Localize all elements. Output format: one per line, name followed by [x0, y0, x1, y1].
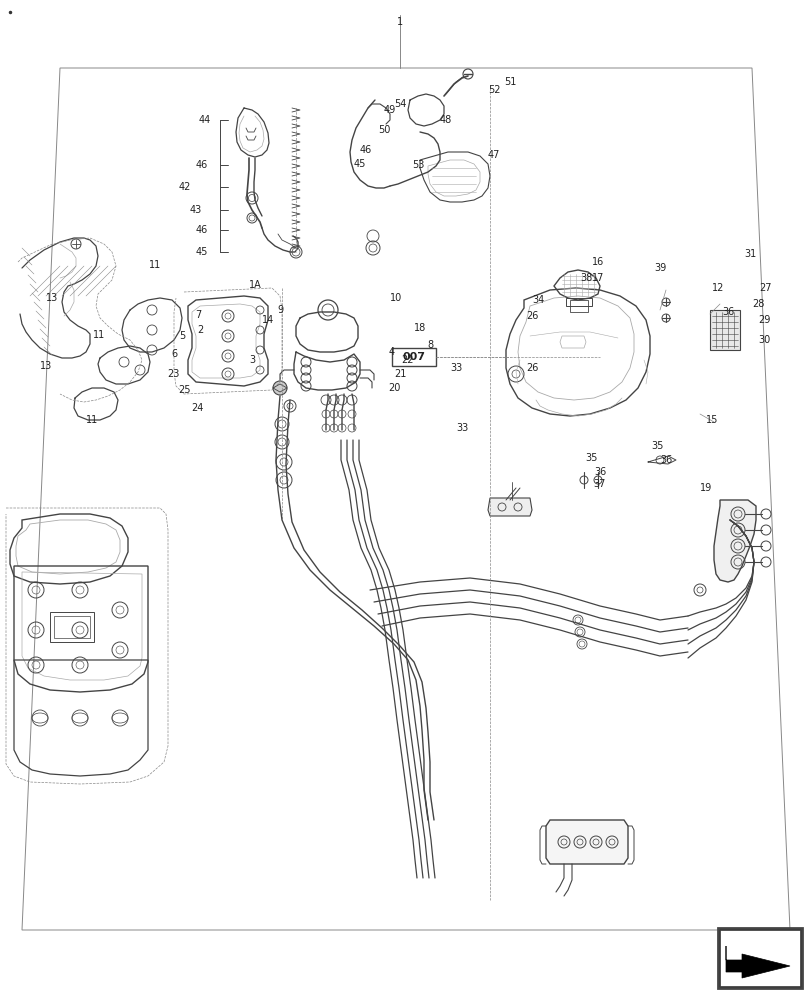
Text: 25: 25 — [178, 385, 191, 395]
Text: 9: 9 — [277, 305, 283, 315]
Text: 17: 17 — [591, 273, 603, 283]
Text: 3: 3 — [249, 355, 255, 365]
Text: 44: 44 — [199, 115, 211, 125]
Text: 48: 48 — [440, 115, 452, 125]
Bar — [50, 612, 94, 642]
Text: 46: 46 — [195, 225, 208, 235]
Text: 14: 14 — [262, 315, 274, 325]
Text: 007: 007 — [402, 352, 425, 362]
Text: 52: 52 — [487, 85, 500, 95]
Text: 38: 38 — [579, 273, 591, 283]
Text: 39: 39 — [653, 263, 665, 273]
Polygon shape — [725, 946, 789, 978]
Text: 26: 26 — [526, 363, 538, 373]
Text: 5: 5 — [178, 331, 185, 341]
Text: 50: 50 — [377, 125, 390, 135]
Text: 34: 34 — [531, 295, 543, 305]
Text: 51: 51 — [503, 77, 516, 87]
Text: 18: 18 — [414, 323, 426, 333]
Bar — [565, 298, 591, 306]
Text: 36: 36 — [721, 307, 733, 317]
Text: 49: 49 — [384, 105, 396, 115]
Text: 6: 6 — [171, 349, 177, 359]
Text: 53: 53 — [411, 160, 423, 170]
Text: 13: 13 — [40, 361, 52, 371]
Text: 22: 22 — [401, 355, 414, 365]
Text: 43: 43 — [190, 205, 202, 215]
Text: 27: 27 — [759, 283, 771, 293]
Text: 11: 11 — [148, 260, 161, 270]
Text: 11: 11 — [92, 330, 105, 340]
Text: 42: 42 — [178, 182, 191, 192]
Text: 54: 54 — [393, 99, 406, 109]
Bar — [569, 300, 587, 312]
Text: 47: 47 — [487, 150, 500, 160]
Text: 35: 35 — [585, 453, 598, 463]
Text: 11: 11 — [86, 415, 98, 425]
Text: 37: 37 — [593, 479, 606, 489]
Text: 36: 36 — [593, 467, 605, 477]
Text: 1A: 1A — [248, 280, 261, 290]
Text: 26: 26 — [526, 311, 538, 321]
Text: 24: 24 — [191, 403, 203, 413]
Text: 10: 10 — [389, 293, 401, 303]
Text: 29: 29 — [757, 315, 770, 325]
Text: 45: 45 — [195, 247, 208, 257]
Text: 31: 31 — [743, 249, 755, 259]
Text: 20: 20 — [388, 383, 400, 393]
Text: 13: 13 — [45, 293, 58, 303]
Text: 2: 2 — [196, 325, 203, 335]
Text: 30: 30 — [757, 335, 769, 345]
Text: 46: 46 — [195, 160, 208, 170]
Text: 15: 15 — [705, 415, 717, 425]
Text: 23: 23 — [166, 369, 179, 379]
Text: 8: 8 — [427, 340, 432, 350]
Bar — [54, 616, 90, 638]
Text: 1: 1 — [397, 17, 402, 27]
Text: 4: 4 — [388, 347, 395, 357]
Bar — [392, 348, 436, 366]
Polygon shape — [713, 500, 755, 582]
Text: 33: 33 — [449, 363, 461, 373]
Text: 16: 16 — [591, 257, 603, 267]
Text: 21: 21 — [393, 369, 406, 379]
Bar — [717, 928, 801, 988]
Circle shape — [272, 381, 286, 395]
Text: 28: 28 — [751, 299, 763, 309]
Text: 12: 12 — [711, 283, 723, 293]
Polygon shape — [487, 498, 531, 516]
Text: 36: 36 — [659, 455, 672, 465]
Bar — [719, 930, 799, 986]
Text: 45: 45 — [354, 159, 366, 169]
Text: 46: 46 — [359, 145, 371, 155]
Polygon shape — [545, 820, 627, 864]
Polygon shape — [709, 310, 739, 350]
Text: 33: 33 — [455, 423, 468, 433]
Text: 19: 19 — [699, 483, 711, 493]
Text: 35: 35 — [651, 441, 663, 451]
Text: 7: 7 — [195, 310, 201, 320]
